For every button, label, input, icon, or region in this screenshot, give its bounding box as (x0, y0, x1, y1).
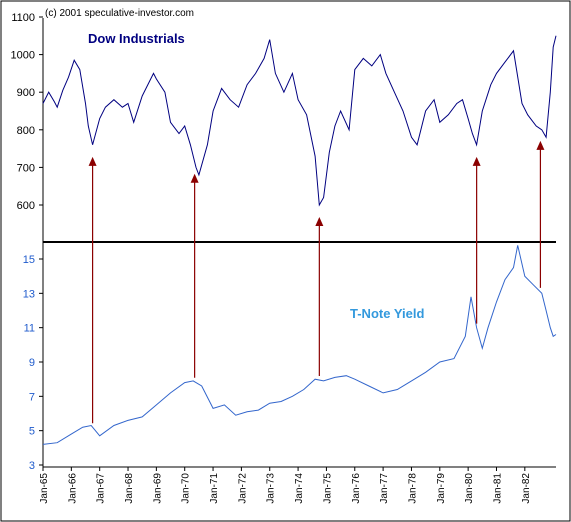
yield-y-tick-label: 9 (29, 357, 35, 369)
x-tick-label: Jan-73 (266, 473, 277, 504)
x-tick-label: Jan-74 (294, 473, 305, 504)
copyright-notice: (c) 2001 speculative-investor.com (45, 8, 194, 19)
x-tick-label: Jan-77 (379, 473, 390, 504)
dow-y-tick-label: 1000 (11, 50, 35, 62)
x-axis: Jan-65 Jan-66 Jan-67 Jan-68 Jan-69 Jan-70 Jan-… (39, 467, 532, 504)
dow-y-tick-label: 700 (17, 162, 35, 174)
dow-industrials-line (42, 35, 557, 207)
x-tick-label: Jan-78 (407, 473, 418, 504)
arrow-head (315, 217, 324, 226)
yield-y-tick-label: 3 (29, 460, 35, 472)
x-tick-label: Jan-69 (152, 473, 163, 504)
yield-y-tick-label: 15 (23, 254, 35, 266)
arrow-head (472, 156, 481, 166)
yield-y-axis: 3 5 7 9 11 13 15 (23, 254, 43, 472)
x-tick-label: Jan-75 (322, 473, 333, 504)
x-tick-label: Jan-71 (209, 473, 220, 504)
dow-y-tick-label: 600 (17, 200, 35, 212)
yield-series-title: T-Note Yield (350, 306, 424, 321)
arrow-head (88, 156, 97, 166)
x-tick-label: Jan-65 (39, 473, 50, 504)
dow-y-tick-label: 1100 (11, 12, 35, 24)
yield-y-tick-label: 13 (23, 288, 35, 300)
yield-y-tick-label: 5 (29, 426, 35, 438)
dow-series-title: Dow Industrials (88, 31, 185, 46)
x-tick-label: Jan-81 (492, 473, 503, 504)
x-tick-label: Jan-82 (521, 473, 532, 504)
arrow-head (190, 173, 199, 183)
x-tick-label: Jan-70 (181, 473, 192, 504)
yield-y-tick-label: 7 (29, 391, 35, 403)
dow-y-axis: 600 700 800 900 1000 1100 (11, 12, 43, 212)
t-note-yield-line (42, 245, 557, 445)
arrow-head (536, 140, 545, 150)
x-tick-label: Jan-66 (67, 473, 78, 504)
x-tick-label: Jan-79 (436, 473, 447, 504)
x-tick-label: Jan-68 (124, 473, 135, 504)
x-tick-label: Jan-67 (96, 473, 107, 504)
x-tick-label: Jan-76 (351, 473, 362, 504)
dow-y-tick-label: 900 (17, 87, 35, 99)
x-tick-label: Jan-80 (464, 473, 475, 504)
x-tick-label: Jan-72 (237, 473, 248, 504)
turning-point-arrows (88, 140, 545, 424)
yield-y-tick-label: 11 (24, 323, 35, 335)
dow-y-tick-label: 800 (17, 125, 35, 137)
